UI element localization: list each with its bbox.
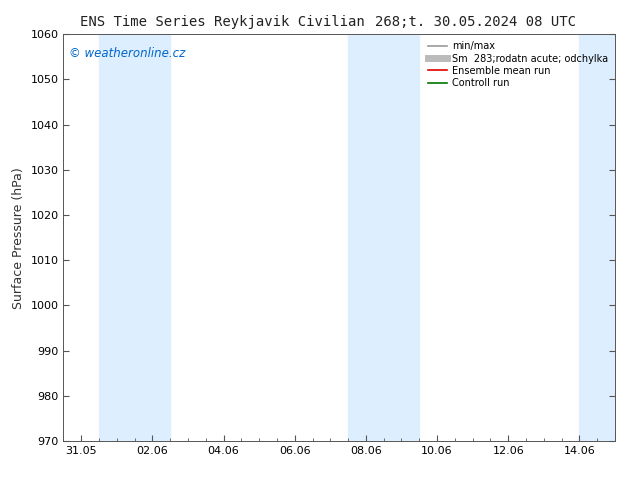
Bar bbox=[579, 34, 615, 441]
Legend: min/max, Sm  283;rodatn acute; odchylka, Ensemble mean run, Controll run: min/max, Sm 283;rodatn acute; odchylka, … bbox=[426, 39, 610, 90]
Text: © weatheronline.cz: © weatheronline.cz bbox=[69, 47, 185, 59]
Text: 268;t. 30.05.2024 08 UTC: 268;t. 30.05.2024 08 UTC bbox=[375, 15, 576, 29]
Bar bbox=[99, 34, 170, 441]
Y-axis label: Surface Pressure (hPa): Surface Pressure (hPa) bbox=[12, 167, 25, 309]
Text: ENS Time Series Reykjavik Civilian: ENS Time Series Reykjavik Civilian bbox=[79, 15, 365, 29]
Bar bbox=[348, 34, 419, 441]
